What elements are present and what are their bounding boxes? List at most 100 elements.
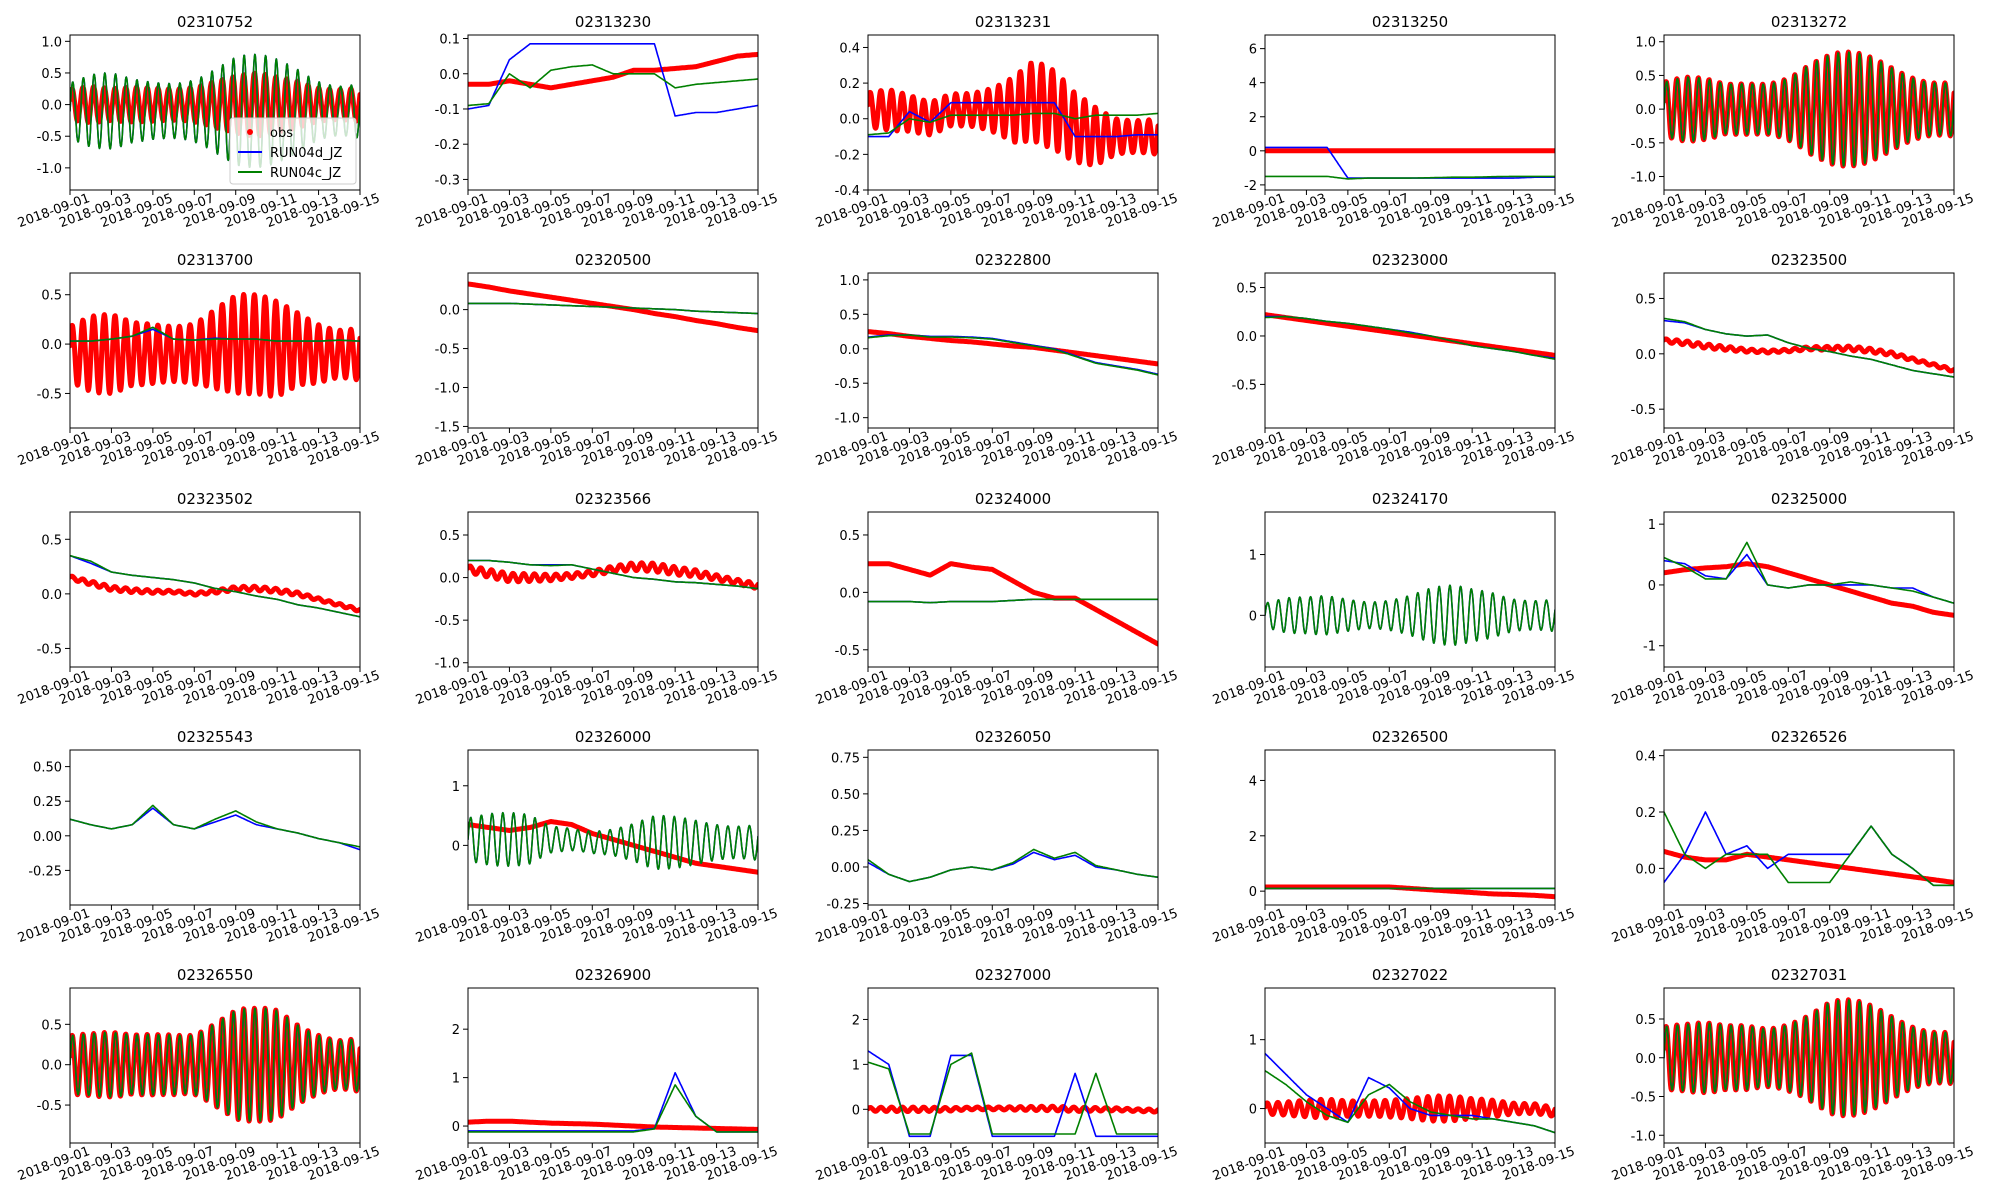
legend-box [229,117,357,185]
plot-area [70,1005,360,1124]
subplot-02320500: 02320500-1.5-1.0-0.50.02018-09-012018-09… [414,251,780,469]
run04c-series [468,811,758,871]
plot-area [70,292,360,399]
y-tick-label: 0.0 [1635,1052,1656,1067]
y-tick-label: 1 [1249,549,1257,564]
subplot-02327022: 02327022012018-09-012018-09-032018-09-05… [1211,966,1577,1184]
y-tick-label: 4 [1249,77,1257,92]
obs-series [70,573,360,614]
plot-area [468,811,758,875]
y-tick-label: -0.4 [835,184,860,199]
y-tick-label: -0.1 [435,103,460,118]
y-tick-label: 0.0 [41,99,62,114]
obs-series [468,51,758,91]
subplot-02323500: 02323500-0.50.00.52018-09-012018-09-0320… [1610,251,1976,469]
legend-label: RUN04c_JZ [270,166,341,181]
axes-frame [1663,34,1955,191]
subplot-title: 02323566 [575,490,651,508]
subplot-02326550: 02326550-0.50.00.52018-09-012018-09-0320… [16,966,382,1184]
y-tick-label: 1 [852,1058,860,1073]
y-tick-label: 0.5 [41,533,62,548]
subplot-02326900: 023269000122018-09-012018-09-032018-09-0… [414,966,780,1184]
run04c-series [468,559,758,590]
y-tick-label: 0.50 [831,788,860,803]
y-tick-label: -0.5 [37,387,62,402]
y-tick-label: 0 [1249,1103,1257,1118]
subplot-title: 02322800 [975,251,1051,269]
axes-frame [69,272,361,429]
axes-frame [1264,272,1556,429]
axes-frame [467,34,759,191]
y-tick-label: 0 [1249,145,1257,160]
y-tick-label: 0.0 [839,343,860,358]
plot-area [1664,49,1954,169]
y-tick-label: 2 [1249,830,1257,845]
obs-series [868,561,1158,647]
y-tick-label: 0.5 [41,289,62,304]
y-tick-label: -1.0 [37,162,62,177]
y-tick-label: 0.2 [839,77,860,92]
subplot-02323566: 02323566-1.0-0.50.00.52018-09-012018-09-… [414,490,780,708]
y-tick-label: 0.0 [1236,330,1257,345]
subplot-title: 02323502 [177,490,253,508]
plot-area [868,561,1158,647]
subplot-title: 02326900 [575,966,651,984]
y-tick-label: -1.0 [1631,1129,1656,1144]
plot-area [1265,312,1555,361]
subplot-02327031: 02327031-1.0-0.50.00.52018-09-012018-09-… [1610,966,1976,1184]
y-tick-label: -1.0 [435,657,460,672]
legend-label: RUN04d_JZ [270,146,342,161]
y-tick-label: -1 [1643,640,1656,655]
subplot-02313250: 02313250-202462018-09-012018-09-032018-0… [1211,13,1577,231]
plot-area [468,1072,758,1133]
y-tick-label: 1 [1249,1034,1257,1049]
y-tick-label: 1.0 [839,274,860,289]
y-tick-label: 0.25 [831,824,860,839]
obs-series [1265,312,1555,358]
subplot-02325543: 02325543-0.250.000.250.502018-09-012018-… [16,728,382,946]
y-tick-label: -0.5 [1232,378,1257,393]
obs-series [868,1103,1158,1115]
obs-series [868,60,1158,168]
subplot-02326500: 023265000242018-09-012018-09-032018-09-0… [1211,728,1577,946]
y-tick-label: 0.00 [831,861,860,876]
axes-frame [69,34,361,191]
y-tick-label: -1.0 [1631,171,1656,186]
y-tick-label: 0.0 [839,586,860,601]
legend: obs RUN04d_JZ RUN04c_JZ [229,117,357,185]
plot-area [70,554,360,618]
y-tick-label: 0.5 [439,529,460,544]
run04c-series [868,598,1158,604]
obs-series [1664,336,1954,374]
y-tick-label: 0.5 [839,308,860,323]
subplot-title: 02327031 [1771,966,1847,984]
y-tick-label: 0.0 [1635,348,1656,363]
subplot-title: 02326526 [1771,728,1847,746]
subplot-title: 02313272 [1771,13,1847,31]
y-tick-label: 0 [452,1120,460,1135]
subplot-title: 02327000 [975,966,1051,984]
y-tick-label: 0.75 [831,751,860,766]
y-tick-label: 2 [1249,111,1257,126]
y-tick-label: 0.0 [41,1059,62,1074]
subplot-02327000: 023270000122018-09-012018-09-032018-09-0… [814,966,1180,1184]
axes-frame [867,749,1159,906]
axes-frame [69,987,361,1144]
y-tick-label: -0.2 [835,148,860,163]
y-tick-label: 0.0 [41,338,62,353]
plot-area [70,804,360,851]
subplot-title: 02324000 [975,490,1051,508]
subplot-02326526: 023265260.00.20.42018-09-012018-09-03201… [1610,728,1976,946]
plot-area [868,329,1158,376]
legend-marker-obs [247,129,253,135]
subplot-02322800: 02322800-1.0-0.50.00.51.02018-09-012018-… [814,251,1180,469]
subplot-title: 02324170 [1372,490,1448,508]
axes-frame [69,511,361,668]
y-tick-label: -0.3 [435,173,460,188]
plot-area [1265,584,1555,646]
y-tick-label: 0.0 [439,572,460,587]
subplot-title: 02313250 [1372,13,1448,31]
y-tick-label: 0.0 [1635,103,1656,118]
y-tick-label: -0.25 [28,864,62,879]
